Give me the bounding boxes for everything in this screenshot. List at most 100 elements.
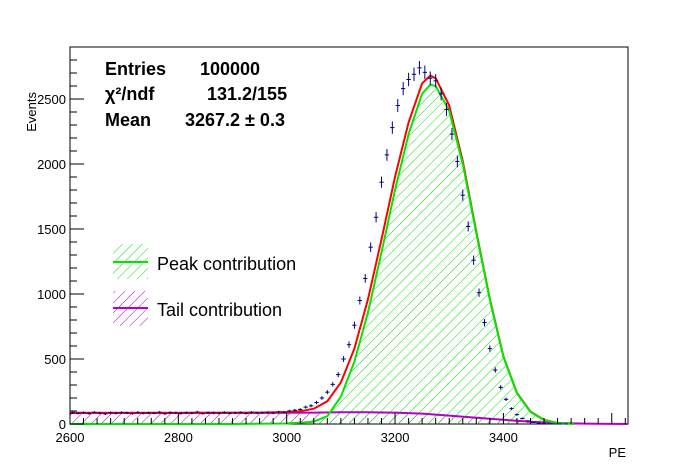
y-tick-label: 2500 [37, 92, 66, 107]
data-point [368, 242, 373, 252]
data-point [222, 411, 227, 414]
data-point [379, 176, 384, 188]
y-tick-label: 1500 [37, 222, 66, 237]
x-tick-label: 3400 [489, 430, 518, 445]
data-point [81, 411, 86, 414]
data-point [92, 411, 97, 414]
data-point [341, 356, 346, 362]
plot-area [70, 60, 629, 425]
data-point [298, 408, 303, 411]
data-point [417, 60, 422, 75]
stats-chi2-label: χ²/ndf [105, 84, 155, 104]
data-point [406, 72, 411, 87]
data-point [151, 411, 157, 415]
data-point [455, 155, 460, 168]
data-point [238, 411, 243, 414]
data-point [520, 417, 525, 420]
data-point [363, 274, 368, 283]
data-point [357, 296, 363, 305]
x-tick-label: 2600 [56, 430, 85, 445]
data-point [433, 74, 438, 88]
stats-box: Entries 100000 χ²/ndf 131.2/155 Mean 326… [105, 59, 287, 130]
data-point [509, 407, 514, 411]
data-point [205, 411, 211, 414]
data-point [86, 412, 92, 415]
data-point [352, 321, 357, 329]
data-point [428, 71, 433, 85]
data-point [265, 411, 270, 414]
data-point [514, 413, 520, 416]
data-point [308, 404, 314, 408]
data-point [97, 411, 102, 415]
data-point [411, 67, 417, 82]
data-point [270, 411, 276, 415]
data-point [173, 411, 178, 415]
data-point [471, 255, 476, 265]
data-point [254, 411, 260, 415]
data-point [482, 318, 487, 327]
x-axis-title: PE [609, 445, 627, 460]
data-point [211, 411, 216, 415]
data-point [75, 412, 81, 415]
data-point [200, 412, 205, 415]
y-tick-label: 0 [59, 417, 66, 432]
stats-chi2-value: 131.2/155 [207, 84, 287, 104]
data-point [140, 412, 146, 415]
data-point [216, 412, 222, 415]
data-point [189, 411, 195, 415]
data-point [395, 99, 400, 112]
data-point [260, 411, 265, 414]
data-point [476, 288, 482, 297]
y-axis-title: Events [24, 92, 39, 132]
data-point [281, 411, 287, 414]
data-point [146, 411, 151, 415]
data-point [319, 396, 325, 400]
legend-tail-label: Tail contribution [157, 300, 282, 320]
data-point [243, 412, 249, 415]
data-point [401, 81, 406, 96]
data-point [113, 412, 119, 415]
data-point [195, 410, 200, 414]
data-point [303, 405, 308, 409]
data-point [157, 411, 162, 414]
data-point [330, 382, 335, 387]
data-point [314, 400, 319, 405]
data-point [276, 410, 281, 414]
data-point [525, 420, 530, 422]
x-tick-label: 3000 [272, 430, 301, 445]
data-point [124, 411, 130, 415]
data-point [287, 409, 292, 413]
data-point [227, 411, 232, 415]
stats-entries-label: Entries [105, 59, 166, 79]
data-point [249, 411, 254, 414]
y-tick-label: 2000 [37, 157, 66, 172]
data-point [449, 127, 455, 141]
stats-entries-value: 100000 [200, 59, 260, 79]
data-point [444, 103, 449, 116]
data-point [233, 411, 238, 415]
data-point [178, 412, 184, 415]
data-point [168, 411, 173, 414]
data-point [493, 367, 498, 373]
data-point [108, 411, 113, 414]
data-point [135, 411, 140, 414]
axes: 2600 2800 3000 3200 3400 0 500 1000 1500 2000 2500 [37, 46, 626, 445]
legend-peak-label: Peak contribution [157, 254, 296, 274]
stats-mean-label: Mean [105, 110, 151, 130]
data-point [536, 422, 541, 424]
data-point [130, 412, 135, 415]
data-point [503, 397, 509, 402]
data-point [487, 345, 493, 352]
peak-curve [70, 83, 574, 425]
y-tick-label: 1000 [37, 287, 66, 302]
data-point [460, 189, 465, 201]
data-point [325, 390, 330, 395]
data-point [384, 148, 390, 161]
data-point [70, 411, 75, 415]
data-point [373, 212, 379, 223]
data-point [292, 408, 297, 412]
data-point [162, 412, 167, 415]
legend: Peak contribution Tail contribution [113, 244, 296, 326]
data-point [466, 221, 471, 232]
